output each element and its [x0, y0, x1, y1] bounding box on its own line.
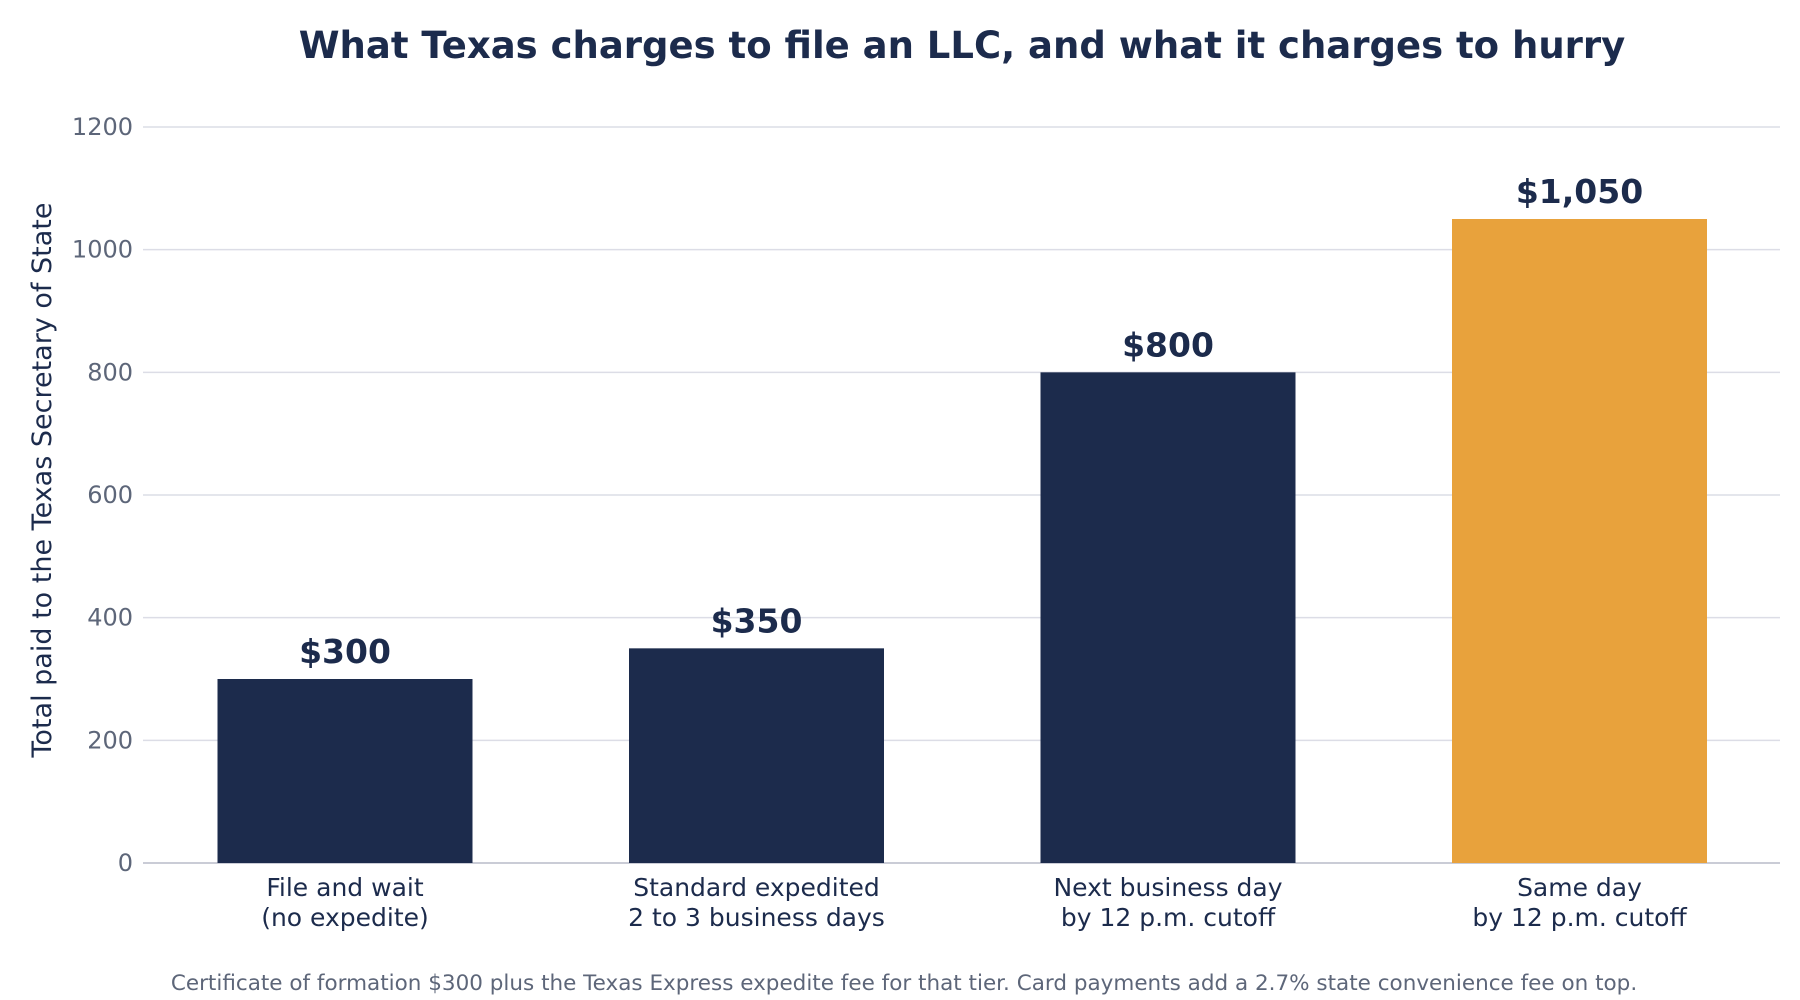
data-label: $300	[299, 632, 391, 671]
data-label: $800	[1122, 325, 1214, 364]
y-axis-label: Total paid to the Texas Secretary of Sta…	[27, 203, 58, 759]
bar	[1452, 219, 1707, 863]
footnote: Certificate of formation $300 plus the T…	[171, 971, 1637, 996]
bars	[217, 219, 1707, 863]
x-tick-label: File and wait	[266, 873, 423, 902]
bar	[217, 679, 473, 863]
x-tick-label: Next business day	[1053, 873, 1282, 902]
x-tick-label: by 12 p.m. cutoff	[1061, 903, 1276, 932]
bar	[629, 648, 884, 863]
y-tick-label: 200	[87, 726, 133, 754]
y-axis-ticks: 0 200 400 600 800 1000 1200	[72, 113, 133, 877]
x-tick-label: by 12 p.m. cutoff	[1472, 903, 1687, 932]
y-tick-label: 1000	[72, 236, 133, 264]
data-label: $350	[711, 601, 803, 640]
y-tick-label: 600	[87, 481, 133, 509]
x-tick-label: Standard expedited	[633, 873, 880, 902]
y-tick-label: 0	[118, 849, 133, 877]
x-tick-label: (no expedite)	[261, 903, 429, 932]
y-tick-label: 1200	[72, 113, 133, 141]
x-axis-ticks: File and wait(no expedite) Standard exped…	[261, 873, 1687, 932]
data-labels: $300 $350 $800 $1,050	[299, 172, 1643, 671]
x-tick-label: 2 to 3 business days	[628, 903, 885, 932]
chart-title: What Texas charges to file an LLC, and w…	[299, 24, 1626, 67]
bar	[1040, 372, 1296, 863]
y-tick-label: 800	[87, 358, 133, 386]
data-label: $1,050	[1516, 172, 1643, 211]
x-tick-label: Same day	[1517, 873, 1642, 902]
y-tick-label: 400	[87, 604, 133, 632]
